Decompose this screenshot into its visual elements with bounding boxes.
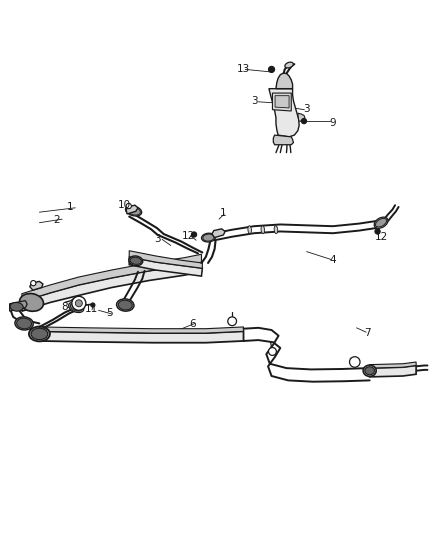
Text: 5: 5 [106, 309, 113, 318]
Ellipse shape [375, 219, 387, 227]
Circle shape [191, 232, 197, 237]
Circle shape [350, 357, 360, 367]
Ellipse shape [17, 318, 32, 329]
Text: 11: 11 [85, 304, 98, 314]
Polygon shape [298, 113, 305, 121]
Ellipse shape [365, 367, 374, 375]
Ellipse shape [20, 294, 43, 311]
Ellipse shape [261, 226, 265, 233]
Ellipse shape [10, 302, 23, 311]
Text: 8: 8 [61, 302, 68, 312]
Ellipse shape [129, 256, 143, 265]
Text: 3: 3 [251, 96, 258, 106]
Circle shape [91, 303, 95, 307]
Text: 2: 2 [53, 215, 60, 225]
Ellipse shape [15, 317, 33, 330]
Text: 13: 13 [237, 63, 250, 74]
Text: 3: 3 [154, 235, 161, 244]
Circle shape [31, 280, 36, 286]
Polygon shape [22, 254, 201, 302]
Ellipse shape [248, 226, 251, 233]
Ellipse shape [127, 207, 141, 215]
Polygon shape [129, 257, 202, 276]
Text: 12: 12 [374, 232, 388, 242]
Polygon shape [273, 135, 293, 145]
Ellipse shape [130, 257, 141, 264]
Ellipse shape [201, 233, 215, 242]
Polygon shape [276, 73, 293, 88]
Circle shape [126, 204, 131, 209]
Polygon shape [370, 362, 416, 368]
Circle shape [375, 229, 380, 234]
Text: 3: 3 [303, 104, 310, 114]
Polygon shape [275, 96, 289, 108]
Ellipse shape [29, 327, 50, 342]
Polygon shape [30, 281, 43, 290]
Circle shape [72, 296, 86, 310]
Ellipse shape [285, 62, 293, 68]
Ellipse shape [69, 302, 84, 312]
Text: 9: 9 [329, 118, 336, 128]
Polygon shape [272, 93, 291, 111]
Ellipse shape [118, 300, 132, 310]
Polygon shape [269, 88, 299, 137]
Circle shape [301, 118, 307, 124]
Text: 1: 1 [67, 202, 74, 212]
Circle shape [75, 300, 82, 307]
Text: 7: 7 [364, 328, 371, 338]
Ellipse shape [125, 206, 142, 216]
Polygon shape [22, 262, 201, 311]
Text: 4: 4 [329, 255, 336, 265]
Ellipse shape [203, 234, 214, 241]
Circle shape [268, 66, 275, 72]
Polygon shape [370, 366, 416, 377]
Circle shape [268, 348, 276, 356]
Ellipse shape [71, 303, 82, 311]
Text: 12: 12 [182, 231, 195, 241]
Ellipse shape [374, 217, 388, 228]
Ellipse shape [31, 328, 48, 340]
Text: 6: 6 [189, 319, 196, 329]
Polygon shape [126, 205, 138, 214]
Circle shape [228, 317, 237, 326]
Text: 1: 1 [220, 208, 227, 218]
Ellipse shape [274, 226, 278, 233]
Polygon shape [39, 327, 244, 333]
Polygon shape [10, 301, 27, 311]
Polygon shape [212, 229, 225, 238]
Text: 10: 10 [118, 200, 131, 210]
Polygon shape [39, 332, 244, 343]
Ellipse shape [117, 299, 134, 311]
Polygon shape [129, 251, 202, 268]
Ellipse shape [363, 365, 376, 376]
